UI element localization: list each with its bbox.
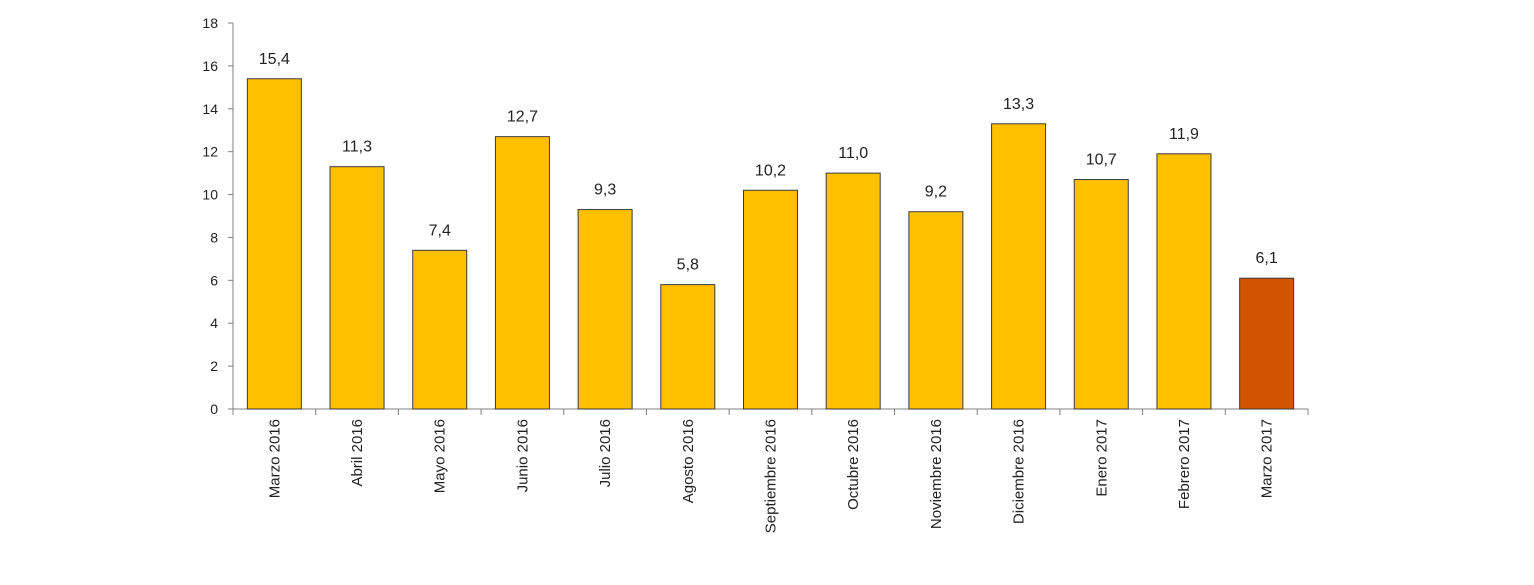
bar-febrero-2017	[1156, 153, 1212, 410]
category-label: Diciembre 2016	[1011, 419, 1028, 524]
category-label: Agosto 2016	[680, 419, 697, 503]
category-labels: Marzo 2016 Abril 2016 Mayo 2016 Junio 2016 J…	[266, 419, 1275, 533]
bar-octubre-2016	[825, 172, 881, 410]
bar-series	[246, 78, 1295, 410]
category-label: Mayo 2016	[432, 419, 449, 493]
bar-noviembre-2016	[908, 211, 964, 410]
data-label: 11,0	[838, 145, 868, 162]
y-tick-label: 14	[202, 101, 218, 117]
bar-enero-2017	[1073, 179, 1129, 410]
bar-abril-2016	[329, 166, 385, 410]
data-label: 9,2	[925, 184, 947, 201]
category-label: Abril 2016	[349, 419, 366, 487]
y-tick-label: 18	[202, 15, 218, 31]
y-tick-label: 0	[210, 401, 218, 417]
bar-junio-2016	[494, 136, 550, 410]
category-label: Octubre 2016	[845, 419, 862, 510]
data-label: 9,3	[594, 182, 616, 199]
y-tick-label: 8	[210, 229, 218, 245]
category-label: Marzo 2016	[266, 419, 283, 498]
bar-septiembre-2016	[743, 189, 798, 410]
y-axis: 0 2 4 6 8 10 12 14 16 18	[202, 15, 234, 417]
data-label: 12,7	[507, 109, 538, 126]
bar-julio-2016	[577, 209, 633, 410]
y-tick-label: 4	[210, 315, 218, 331]
data-label: 13,3	[1003, 96, 1034, 113]
category-label: Junio 2016	[514, 419, 531, 492]
category-label: Febrero 2017	[1176, 419, 1193, 509]
y-tick-label: 2	[210, 358, 218, 374]
category-label: Julio 2016	[597, 419, 614, 487]
data-label: 11,3	[342, 139, 372, 156]
data-label: 15,4	[259, 51, 290, 68]
y-tick-label: 6	[210, 272, 218, 288]
x-axis	[232, 408, 1309, 415]
y-tick-label: 12	[202, 144, 218, 160]
bar-mayo-2016	[412, 249, 468, 410]
bar-marzo-2017	[1239, 277, 1295, 410]
data-label: 10,2	[755, 162, 786, 179]
bar-agosto-2016	[660, 284, 716, 410]
data-labels: 15,4 11,3 7,4 12,7 9,3 5,8 10,2 11,0 9,2 13,3 10,7…	[259, 51, 1278, 274]
data-label: 10,7	[1086, 152, 1117, 169]
category-label: Septiembre 2016	[763, 419, 780, 533]
bar-diciembre-2016	[991, 123, 1047, 410]
data-label: 5,8	[677, 257, 699, 274]
data-label: 11,9	[1169, 126, 1199, 143]
y-tick-label: 10	[202, 187, 218, 203]
category-label: Noviembre 2016	[928, 419, 945, 529]
data-label: 7,4	[429, 222, 451, 239]
bar-marzo-2016	[246, 78, 302, 410]
category-label: Enero 2017	[1093, 419, 1110, 497]
data-label: 6,1	[1256, 250, 1278, 267]
category-label: Marzo 2017	[1259, 419, 1276, 498]
y-tick-label: 16	[202, 58, 218, 74]
